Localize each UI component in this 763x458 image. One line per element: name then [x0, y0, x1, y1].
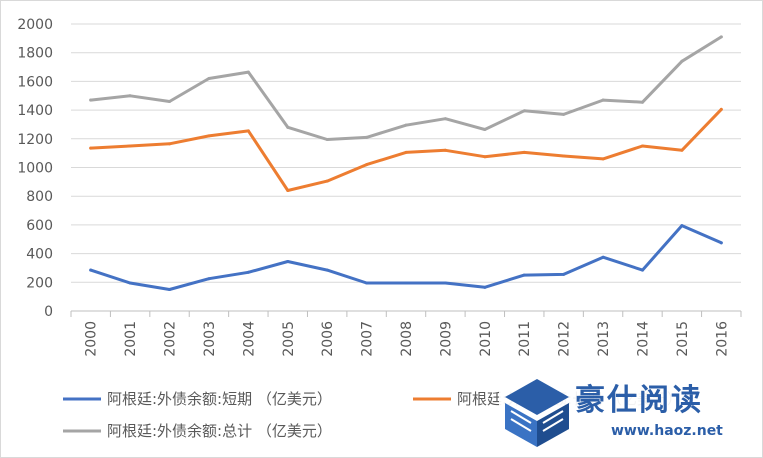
data-point — [483, 155, 487, 159]
x-tick-label: 2013 — [596, 321, 612, 357]
data-point — [680, 224, 684, 228]
legend-label: 阿根廷:外债余额:短期 （亿美元） — [107, 390, 332, 408]
y-axis-ticks: 0 200 400 600 800 1000 1200 1400 1600 1800 2000 — [17, 17, 53, 320]
x-tick-label: 2007 — [360, 321, 376, 357]
y-tick-label: 400 — [26, 247, 53, 263]
data-point — [89, 268, 93, 272]
data-point — [128, 281, 132, 285]
y-tick-label: 1000 — [17, 161, 53, 177]
data-point — [404, 150, 408, 154]
y-tick-label: 1200 — [17, 132, 53, 148]
data-point — [246, 70, 250, 74]
data-point — [128, 144, 132, 148]
x-tick-label: 2016 — [714, 321, 730, 357]
series-line-0 — [89, 224, 723, 291]
data-point — [719, 35, 723, 39]
x-tick-label: 2002 — [163, 321, 179, 357]
series-lines — [89, 35, 723, 291]
legend-label: 阿根廷:外债余额:总计 （亿美元） — [107, 422, 332, 440]
data-point — [246, 270, 250, 274]
x-tick-label: 2008 — [399, 321, 415, 357]
data-point — [443, 148, 447, 152]
data-point — [522, 109, 526, 113]
x-tick-label: 2000 — [84, 321, 100, 357]
data-point — [680, 148, 684, 152]
gridlines — [71, 23, 741, 312]
data-point — [719, 241, 723, 245]
series-line-1 — [89, 107, 723, 192]
data-point — [286, 188, 290, 192]
x-tick-label: 2006 — [320, 321, 336, 357]
y-tick-label: 1400 — [17, 103, 53, 119]
data-point — [562, 154, 566, 158]
data-point — [246, 129, 250, 133]
data-point — [89, 146, 93, 150]
data-point — [601, 157, 605, 161]
x-tick-label: 2004 — [241, 321, 257, 357]
x-tick-label: 2014 — [635, 321, 651, 357]
y-tick-label: 600 — [26, 218, 53, 234]
data-point — [640, 268, 644, 272]
y-tick-label: 1800 — [17, 46, 53, 62]
data-point — [168, 287, 172, 291]
x-tick-label: 2011 — [517, 321, 533, 357]
x-tick-label: 2009 — [438, 321, 454, 357]
x-axis-ticks: 2000 2001 2002 2003 2004 2005 2006 2007 2008 2009… — [70, 311, 742, 357]
data-point — [404, 123, 408, 127]
y-tick-label: 2000 — [17, 17, 53, 33]
data-point — [483, 127, 487, 131]
x-tick-label: 2001 — [123, 321, 139, 357]
data-point — [168, 142, 172, 146]
watermark-brand: 豪仕阅读 — [575, 383, 703, 418]
data-point — [365, 135, 369, 139]
y-tick-label: 800 — [26, 189, 53, 205]
data-point — [325, 268, 329, 272]
data-point — [207, 77, 211, 81]
data-point — [286, 125, 290, 129]
data-point — [404, 281, 408, 285]
data-point — [601, 98, 605, 102]
data-point — [325, 179, 329, 183]
data-point — [365, 163, 369, 167]
data-point — [640, 144, 644, 148]
data-point — [325, 138, 329, 142]
legend-item-0: 阿根廷:外债余额:短期 （亿美元） — [63, 390, 332, 408]
data-point — [443, 117, 447, 121]
data-point — [601, 255, 605, 259]
data-point — [365, 281, 369, 285]
data-point — [522, 150, 526, 154]
book-logo-icon — [505, 379, 569, 447]
legend-item-2: 阿根廷:外债余额:总计 （亿美元） — [63, 422, 332, 440]
data-point — [483, 285, 487, 289]
watermark-url: www.haoz.net — [611, 423, 723, 439]
data-point — [680, 59, 684, 63]
data-point — [207, 277, 211, 281]
data-point — [522, 273, 526, 277]
x-tick-label: 2015 — [675, 321, 691, 357]
y-tick-label: 1600 — [17, 74, 53, 90]
data-point — [168, 99, 172, 103]
watermark: 豪仕阅读 www.haoz.net — [499, 371, 761, 455]
x-tick-label: 2005 — [281, 321, 297, 357]
x-tick-label: 2003 — [202, 321, 218, 357]
data-point — [719, 107, 723, 111]
x-tick-label: 2010 — [478, 321, 494, 357]
y-tick-label: 200 — [26, 275, 53, 291]
data-point — [640, 100, 644, 104]
x-tick-label: 2012 — [557, 321, 573, 357]
data-point — [562, 112, 566, 116]
data-point — [128, 94, 132, 98]
y-tick-label: 0 — [44, 304, 53, 320]
data-point — [562, 272, 566, 276]
data-point — [286, 259, 290, 263]
data-point — [207, 134, 211, 138]
data-point — [443, 281, 447, 285]
data-point — [89, 98, 93, 102]
